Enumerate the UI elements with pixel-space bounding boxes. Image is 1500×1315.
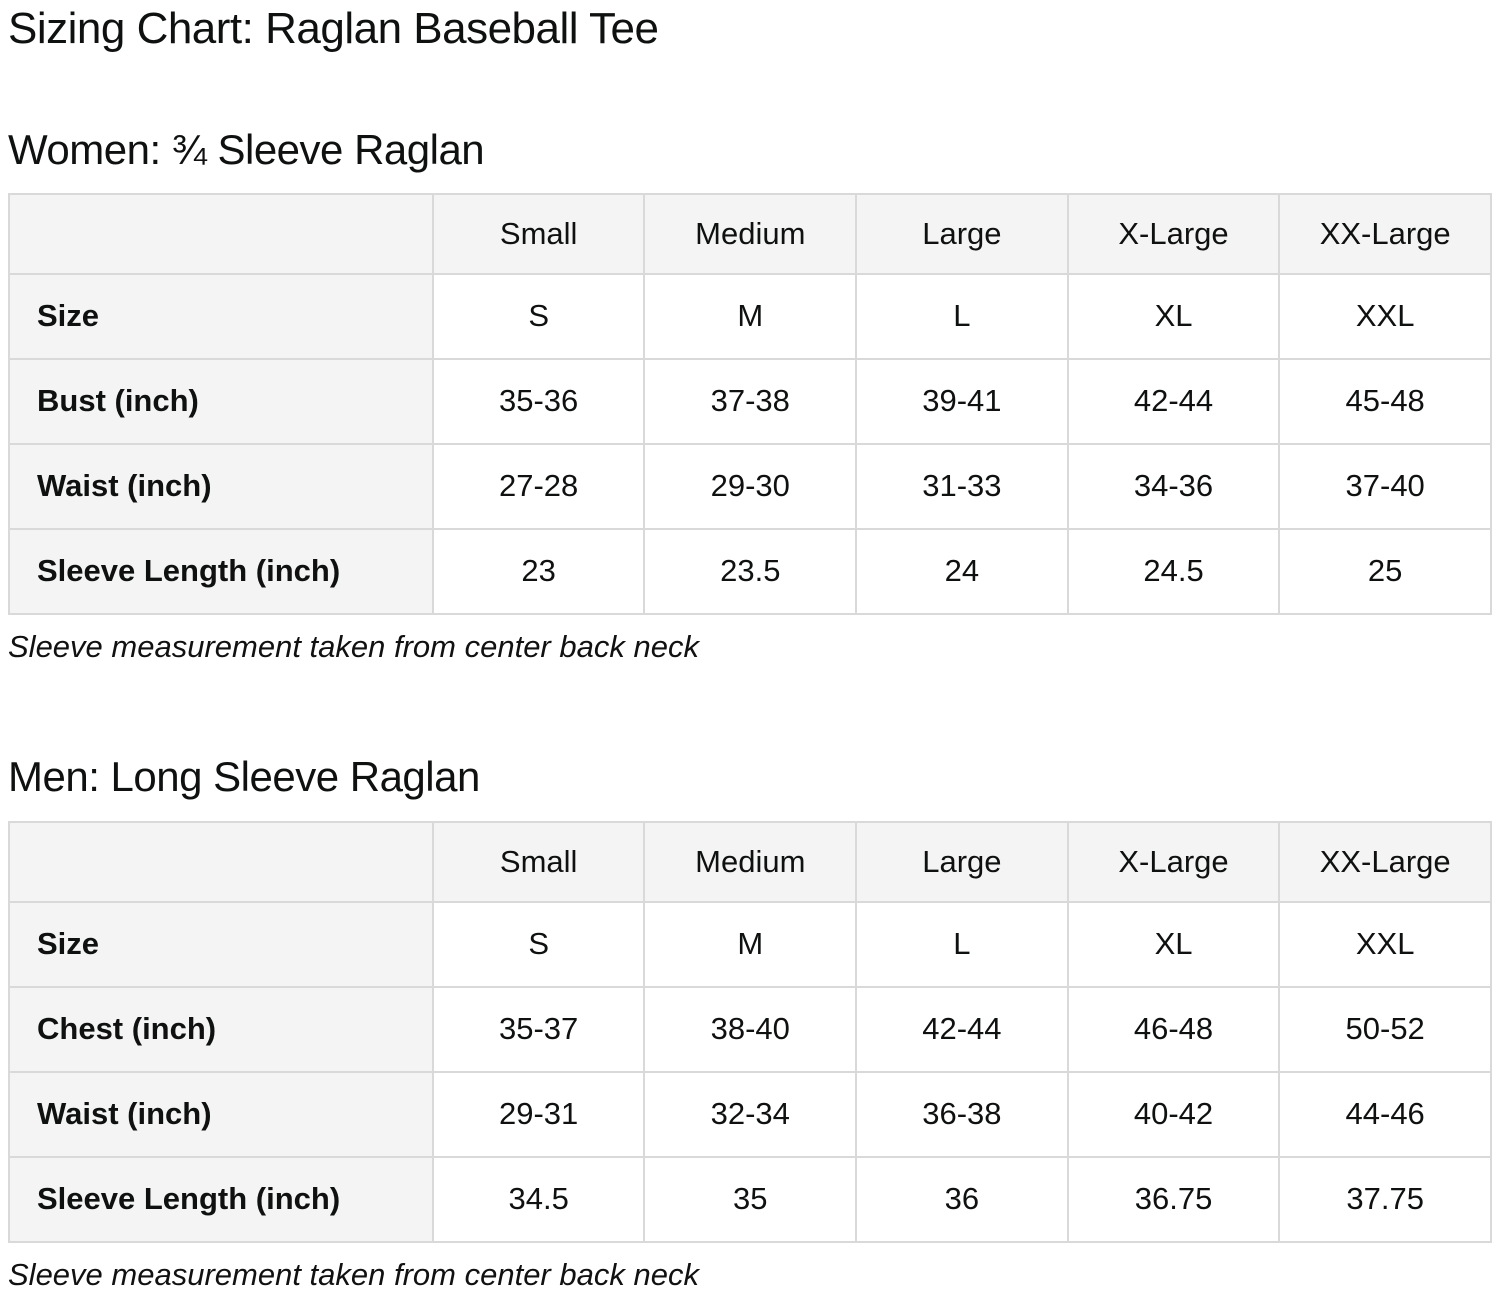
column-header: Small: [431, 192, 646, 275]
row-label: Sleeve Length (inch): [8, 1155, 434, 1243]
cell-value: 37-40: [1278, 442, 1492, 530]
cell-value: 42-44: [855, 985, 1069, 1073]
column-header: Medium: [643, 192, 858, 275]
corner-header-cell: [8, 192, 434, 275]
section-heading-women: Women: ¾ Sleeve Raglan: [8, 125, 485, 173]
cell-value: 36.75: [1066, 1155, 1281, 1243]
row-label: Waist (inch): [8, 442, 434, 530]
cell-value: 45-48: [1278, 357, 1492, 445]
column-header: X-Large: [1066, 192, 1281, 275]
row-label: Chest (inch): [8, 985, 434, 1073]
cell-value: 34.5: [431, 1155, 646, 1243]
column-header: Medium: [643, 820, 858, 903]
cell-value: 35-37: [431, 985, 646, 1073]
cell-value: 32-34: [643, 1070, 858, 1158]
table-row: Waist (inch) 29-31 32-34 36-38 40-42 44-46: [8, 1070, 1492, 1158]
row-label: Waist (inch): [8, 1070, 434, 1158]
cell-value: 36: [855, 1155, 1069, 1243]
column-header: Large: [855, 820, 1069, 903]
page-title: Sizing Chart: Raglan Baseball Tee: [8, 4, 659, 53]
cell-value: 36-38: [855, 1070, 1069, 1158]
men-table-note: Sleeve measurement taken from center bac…: [8, 1256, 699, 1292]
table-header-row: Small Medium Large X-Large XX-Large: [8, 192, 1492, 275]
cell-value: 24: [855, 527, 1069, 615]
row-label: Bust (inch): [8, 357, 434, 445]
table-row: Size S M L XL XXL: [8, 900, 1492, 988]
column-header: Small: [431, 820, 646, 903]
cell-value: 25: [1278, 527, 1492, 615]
cell-value: XL: [1066, 900, 1281, 988]
cell-value: XXL: [1278, 900, 1492, 988]
cell-value: XXL: [1278, 272, 1492, 360]
cell-value: S: [431, 272, 646, 360]
women-sizing-table: Small Medium Large X-Large XX-Large Size S M L XL…: [8, 192, 1492, 615]
column-header: Large: [855, 192, 1069, 275]
cell-value: 35-36: [431, 357, 646, 445]
men-sizing-table: Small Medium Large X-Large XX-Large Size S M L XL…: [8, 820, 1492, 1243]
row-label: Size: [8, 272, 434, 360]
cell-value: L: [855, 272, 1069, 360]
cell-value: 40-42: [1066, 1070, 1281, 1158]
corner-header-cell: [8, 820, 434, 903]
row-label: Sleeve Length (inch): [8, 527, 434, 615]
table-header-row: Small Medium Large X-Large XX-Large: [8, 820, 1492, 903]
row-label: Size: [8, 900, 434, 988]
cell-value: 23.5: [643, 527, 858, 615]
cell-value: 29-31: [431, 1070, 646, 1158]
cell-value: 35: [643, 1155, 858, 1243]
cell-value: 34-36: [1066, 442, 1281, 530]
column-header: X-Large: [1066, 820, 1281, 903]
table-row: Size S M L XL XXL: [8, 272, 1492, 360]
column-header: XX-Large: [1278, 192, 1492, 275]
cell-value: L: [855, 900, 1069, 988]
cell-value: 29-30: [643, 442, 858, 530]
cell-value: 23: [431, 527, 646, 615]
table-row: Sleeve Length (inch) 34.5 35 36 36.75 37.75: [8, 1155, 1492, 1243]
women-table-note: Sleeve measurement taken from center bac…: [8, 628, 699, 664]
cell-value: 44-46: [1278, 1070, 1492, 1158]
section-heading-men: Men: Long Sleeve Raglan: [8, 753, 480, 801]
cell-value: M: [643, 272, 858, 360]
cell-value: 24.5: [1066, 527, 1281, 615]
cell-value: 27-28: [431, 442, 646, 530]
cell-value: XL: [1066, 272, 1281, 360]
cell-value: 37-38: [643, 357, 858, 445]
cell-value: M: [643, 900, 858, 988]
cell-value: 39-41: [855, 357, 1069, 445]
column-header: XX-Large: [1278, 820, 1492, 903]
table-row: Chest (inch) 35-37 38-40 42-44 46-48 50-52: [8, 985, 1492, 1073]
cell-value: 31-33: [855, 442, 1069, 530]
cell-value: 37.75: [1278, 1155, 1492, 1243]
cell-value: S: [431, 900, 646, 988]
cell-value: 42-44: [1066, 357, 1281, 445]
cell-value: 38-40: [643, 985, 858, 1073]
cell-value: 46-48: [1066, 985, 1281, 1073]
cell-value: 50-52: [1278, 985, 1492, 1073]
table-row: Waist (inch) 27-28 29-30 31-33 34-36 37-40: [8, 442, 1492, 530]
table-row: Sleeve Length (inch) 23 23.5 24 24.5 25: [8, 527, 1492, 615]
table-row: Bust (inch) 35-36 37-38 39-41 42-44 45-48: [8, 357, 1492, 445]
